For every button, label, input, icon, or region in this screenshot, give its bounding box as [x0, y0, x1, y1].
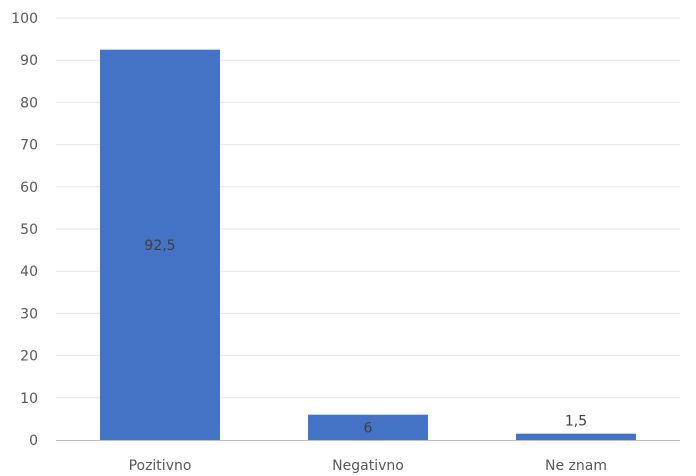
data-labels: 92,5 6 1,5 [144, 238, 587, 437]
y-tick-label: 70 [20, 138, 38, 154]
x-tick-label: Negativno [332, 458, 404, 474]
y-tick-label: 20 [20, 349, 38, 365]
bar [308, 414, 428, 440]
x-tick-label: Pozitivno [129, 458, 192, 474]
y-tick-label: 80 [20, 95, 38, 111]
bar [100, 49, 220, 441]
bars [100, 49, 636, 441]
y-axis: 0 10 20 30 40 50 60 70 80 90 100 [11, 11, 38, 449]
y-tick-label: 90 [20, 53, 38, 69]
y-tick-label: 10 [20, 391, 38, 407]
y-tick-label: 100 [11, 11, 38, 27]
y-tick-label: 40 [20, 264, 38, 280]
y-tick-label: 60 [20, 180, 38, 196]
data-label: 1,5 [565, 414, 587, 430]
x-tick-label: Ne znam [545, 458, 607, 474]
y-tick-label: 30 [20, 306, 38, 322]
bar [516, 433, 636, 440]
y-tick-label: 50 [20, 222, 38, 238]
x-axis-labels: Pozitivno Negativno Ne znam [129, 458, 607, 474]
y-tick-label: 0 [29, 433, 38, 449]
data-label: 92,5 [144, 238, 175, 254]
data-label: 6 [364, 420, 373, 436]
